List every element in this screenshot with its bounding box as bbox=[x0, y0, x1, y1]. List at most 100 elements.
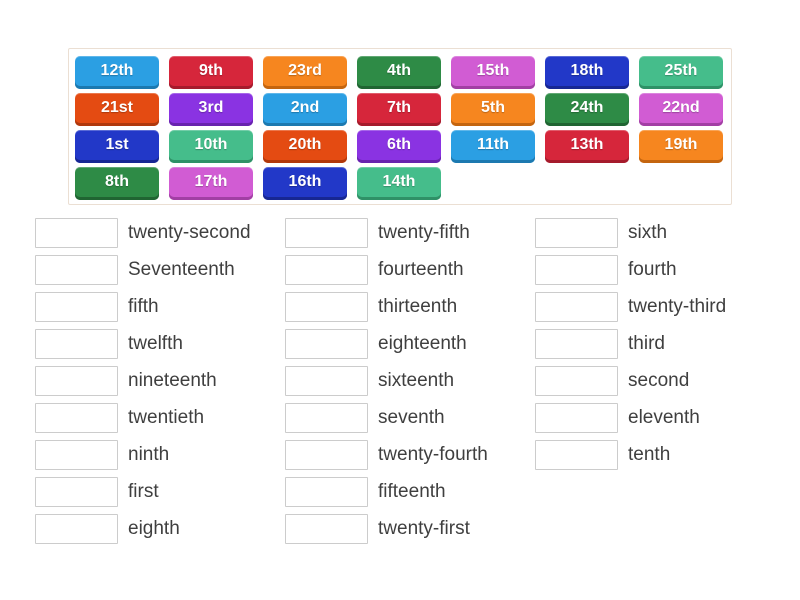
tile-16th[interactable]: 16th bbox=[263, 167, 347, 200]
answer-slot-twelfth[interactable] bbox=[35, 329, 118, 359]
match-column-3: sixth fourth twenty-third third second eleven… bbox=[535, 218, 785, 551]
tile-19th[interactable]: 19th bbox=[639, 130, 723, 163]
match-label: thirteenth bbox=[378, 296, 458, 317]
match-area: twenty-second Seventeenth fifth twelfth nine… bbox=[35, 218, 785, 551]
match-row: Seventeenth bbox=[35, 255, 285, 285]
match-label: twelfth bbox=[128, 333, 183, 354]
match-row: twenty-first bbox=[285, 514, 535, 544]
tile-8th[interactable]: 8th bbox=[75, 167, 159, 200]
tile-bank: 12th 9th 23rd 4th 15th 18th 25th 21st 3rd 2nd 7th 5… bbox=[68, 48, 732, 205]
answer-slot-eighth[interactable] bbox=[35, 514, 118, 544]
match-label: fifteenth bbox=[378, 481, 446, 502]
match-row: fifth bbox=[35, 292, 285, 322]
match-label: fifth bbox=[128, 296, 159, 317]
answer-slot-twenty-fifth[interactable] bbox=[285, 218, 368, 248]
match-label: fourth bbox=[628, 259, 677, 280]
match-label: eighteenth bbox=[378, 333, 467, 354]
answer-slot-sixteenth[interactable] bbox=[285, 366, 368, 396]
match-row: twelfth bbox=[35, 329, 285, 359]
match-label: fourteenth bbox=[378, 259, 464, 280]
tile-6th[interactable]: 6th bbox=[357, 130, 441, 163]
tile-22nd[interactable]: 22nd bbox=[639, 93, 723, 126]
answer-slot-twenty-second[interactable] bbox=[35, 218, 118, 248]
answer-slot-sixth[interactable] bbox=[535, 218, 618, 248]
tile-9th[interactable]: 9th bbox=[169, 56, 253, 89]
tile-24th[interactable]: 24th bbox=[545, 93, 629, 126]
answer-slot-fourteenth[interactable] bbox=[285, 255, 368, 285]
match-row: fourteenth bbox=[285, 255, 535, 285]
match-label: first bbox=[128, 481, 159, 502]
tile-10th[interactable]: 10th bbox=[169, 130, 253, 163]
answer-slot-thirteenth[interactable] bbox=[285, 292, 368, 322]
tile-25th[interactable]: 25th bbox=[639, 56, 723, 89]
match-row: first bbox=[35, 477, 285, 507]
match-label: twentieth bbox=[128, 407, 205, 428]
tile-20th[interactable]: 20th bbox=[263, 130, 347, 163]
answer-slot-twenty-fourth[interactable] bbox=[285, 440, 368, 470]
match-row: fourth bbox=[535, 255, 785, 285]
tile-4th[interactable]: 4th bbox=[357, 56, 441, 89]
match-label: Seventeenth bbox=[128, 259, 235, 280]
answer-slot-nineteenth[interactable] bbox=[35, 366, 118, 396]
match-row: sixteenth bbox=[285, 366, 535, 396]
match-row: fifteenth bbox=[285, 477, 535, 507]
answer-slot-Seventeenth[interactable] bbox=[35, 255, 118, 285]
tile-5th[interactable]: 5th bbox=[451, 93, 535, 126]
tile-11th[interactable]: 11th bbox=[451, 130, 535, 163]
match-row: twenty-fourth bbox=[285, 440, 535, 470]
answer-slot-tenth[interactable] bbox=[535, 440, 618, 470]
match-row: nineteenth bbox=[35, 366, 285, 396]
match-label: twenty-fourth bbox=[378, 444, 488, 465]
answer-slot-seventh[interactable] bbox=[285, 403, 368, 433]
match-label: ninth bbox=[128, 444, 170, 465]
tile-14th[interactable]: 14th bbox=[357, 167, 441, 200]
tile-15th[interactable]: 15th bbox=[451, 56, 535, 89]
match-row: ninth bbox=[35, 440, 285, 470]
tile-18th[interactable]: 18th bbox=[545, 56, 629, 89]
tile-12th[interactable]: 12th bbox=[75, 56, 159, 89]
tile-2nd[interactable]: 2nd bbox=[263, 93, 347, 126]
match-label: second bbox=[628, 370, 690, 391]
tile-21st[interactable]: 21st bbox=[75, 93, 159, 126]
match-row: twenty-second bbox=[35, 218, 285, 248]
match-label: seventh bbox=[378, 407, 445, 428]
answer-slot-ninth[interactable] bbox=[35, 440, 118, 470]
answer-slot-twenty-first[interactable] bbox=[285, 514, 368, 544]
tile-1st[interactable]: 1st bbox=[75, 130, 159, 163]
match-label: twenty-first bbox=[378, 518, 470, 539]
match-label: eighth bbox=[128, 518, 180, 539]
match-label: sixteenth bbox=[378, 370, 455, 391]
match-label: twenty-third bbox=[628, 296, 727, 317]
match-label: twenty-second bbox=[128, 222, 251, 243]
answer-slot-twentieth[interactable] bbox=[35, 403, 118, 433]
match-row: sixth bbox=[535, 218, 785, 248]
tile-23rd[interactable]: 23rd bbox=[263, 56, 347, 89]
tile-3rd[interactable]: 3rd bbox=[169, 93, 253, 126]
match-label: tenth bbox=[628, 444, 671, 465]
answer-slot-first[interactable] bbox=[35, 477, 118, 507]
tile-13th[interactable]: 13th bbox=[545, 130, 629, 163]
match-row: second bbox=[535, 366, 785, 396]
match-row: seventh bbox=[285, 403, 535, 433]
match-column-2: twenty-fifth fourteenth thirteenth eighteen… bbox=[285, 218, 535, 551]
match-label: sixth bbox=[628, 222, 668, 243]
answer-slot-fifteenth[interactable] bbox=[285, 477, 368, 507]
match-label: nineteenth bbox=[128, 370, 217, 391]
answer-slot-eighteenth[interactable] bbox=[285, 329, 368, 359]
tile-7th[interactable]: 7th bbox=[357, 93, 441, 126]
tile-17th[interactable]: 17th bbox=[169, 167, 253, 200]
match-label: third bbox=[628, 333, 665, 354]
answer-slot-twenty-third[interactable] bbox=[535, 292, 618, 322]
answer-slot-second[interactable] bbox=[535, 366, 618, 396]
match-row: tenth bbox=[535, 440, 785, 470]
match-row: eleventh bbox=[535, 403, 785, 433]
match-label: eleventh bbox=[628, 407, 700, 428]
match-row: third bbox=[535, 329, 785, 359]
answer-slot-fourth[interactable] bbox=[535, 255, 618, 285]
match-row: twenty-third bbox=[535, 292, 785, 322]
answer-slot-third[interactable] bbox=[535, 329, 618, 359]
match-column-1: twenty-second Seventeenth fifth twelfth nine… bbox=[35, 218, 285, 551]
answer-slot-fifth[interactable] bbox=[35, 292, 118, 322]
answer-slot-eleventh[interactable] bbox=[535, 403, 618, 433]
match-row: eighth bbox=[35, 514, 285, 544]
